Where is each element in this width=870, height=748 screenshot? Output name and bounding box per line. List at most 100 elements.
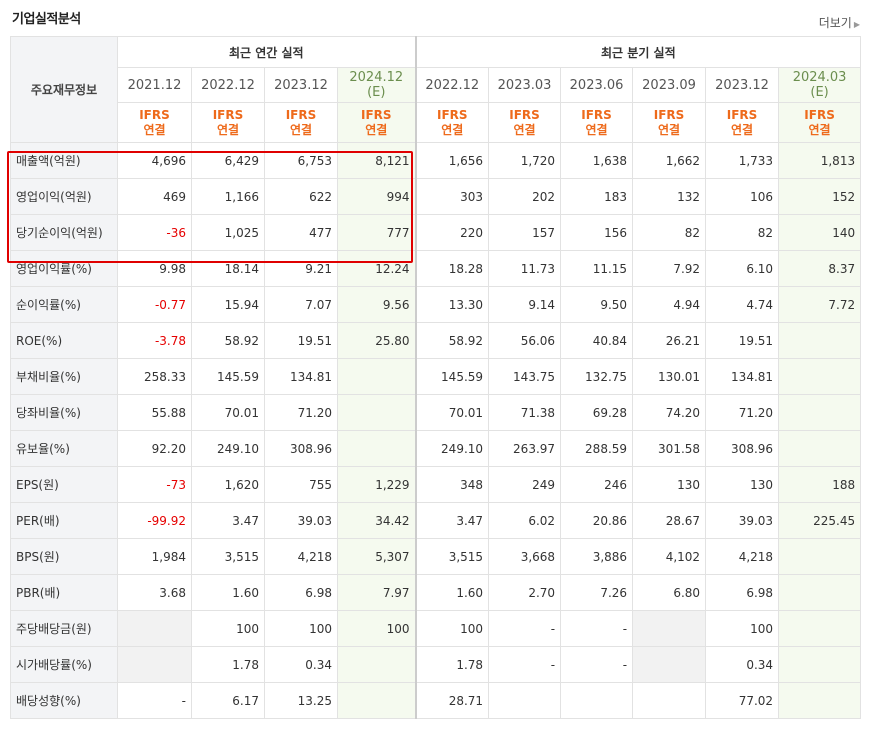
row-label: 당좌비율(%) — [10, 394, 118, 431]
table-cell: 15.94 — [191, 286, 265, 323]
table-cell: 28.71 — [414, 682, 490, 719]
consolidated-label: 연결 — [513, 122, 536, 137]
table-cell: 1,638 — [560, 142, 634, 179]
consolidated-label: 연결 — [658, 122, 681, 137]
chevron-right-icon: ▶ — [853, 20, 860, 29]
table-cell: -73 — [117, 466, 192, 503]
table-cell: 9.98 — [117, 250, 192, 287]
consolidated-label: 연결 — [289, 122, 313, 137]
row-label: 순이익률(%) — [10, 286, 118, 323]
table-cell: 6,753 — [264, 142, 338, 179]
row-label: BPS(원) — [10, 538, 118, 575]
ifrs-header: IFRS 연결 — [488, 102, 562, 143]
row-label: 매출액(억원) — [10, 142, 118, 179]
table-cell: -99.92 — [117, 502, 192, 539]
table-cell: 258.33 — [117, 358, 192, 395]
table-cell: 1,166 — [191, 178, 265, 215]
table-cell: 1,720 — [488, 142, 562, 179]
table-cell: 106 — [705, 178, 780, 215]
table-cell: 100 — [414, 610, 490, 647]
table-cell: 157 — [488, 214, 562, 251]
period-label: 2023.09 — [642, 77, 696, 93]
table-cell: 71.20 — [705, 394, 780, 431]
table-row: 부채비율(%) 258.33 145.59 134.81 145.59 143.75 132… — [10, 358, 862, 395]
table-cell — [117, 646, 192, 683]
row-label: 영업이익(억원) — [10, 178, 118, 215]
table-cell: 6.80 — [632, 574, 707, 611]
table-cell — [778, 358, 862, 395]
ifrs-label: IFRS — [804, 107, 835, 122]
table-cell: - — [117, 682, 192, 719]
table-cell: 308.96 — [264, 430, 338, 467]
table-cell: 0.34 — [705, 646, 780, 683]
period-label: 2024.03 — [792, 70, 847, 85]
table-row: 순이익률(%) -0.77 15.94 7.07 9.56 13.30 9.14 9.50 4.… — [10, 286, 862, 323]
table-cell: 308.96 — [705, 430, 780, 467]
group-header-quarterly: 최근 분기 실적 — [414, 36, 862, 68]
ifrs-header: IFRS 연결 — [191, 102, 265, 143]
row-label: EPS(원) — [10, 466, 118, 503]
period-label: 2023.12 — [715, 77, 769, 93]
table-cell: 56.06 — [488, 322, 562, 359]
table-cell: 130 — [632, 466, 707, 503]
section-title: 기업실적분석 — [12, 12, 81, 27]
table-cell: 1,662 — [632, 142, 707, 179]
table-row: BPS(원) 1,984 3,515 4,218 5,307 3,515 3,668 3,88… — [10, 538, 862, 575]
table-cell: 3.47 — [414, 502, 490, 539]
consolidated-label: 연결 — [365, 122, 388, 137]
table-cell: 134.81 — [264, 358, 338, 395]
table-body: 매출액(억원) 4,696 6,429 6,753 8,121 1,656 1,720 1,6… — [10, 142, 862, 719]
estimate-marker: (E) — [367, 85, 386, 100]
table-cell: 4.94 — [632, 286, 707, 323]
table-row: ROE(%) -3.78 58.92 19.51 25.80 58.92 56.06 40.8… — [10, 322, 862, 359]
table-cell: 1,656 — [414, 142, 490, 179]
table-cell: 7.72 — [778, 286, 862, 323]
table-cell — [778, 682, 862, 719]
table-cell: 3.47 — [191, 502, 265, 539]
ifrs-label: IFRS — [437, 107, 468, 122]
period-header: 2023.03 — [488, 67, 562, 103]
ifrs-label: IFRS — [361, 107, 392, 122]
table-cell: 145.59 — [414, 358, 490, 395]
table-cell: 1.60 — [414, 574, 490, 611]
table-row: 시가배당률(%) 1.78 0.34 1.78- -0.34 — [10, 646, 862, 683]
table-cell: 77.02 — [705, 682, 780, 719]
table-cell: 188 — [778, 466, 862, 503]
table-row: EPS(원) -73 1,620 755 1,229 348 249 246 130 130 188 — [10, 466, 862, 503]
ifrs-header: IFRS 연결 — [414, 102, 490, 143]
table-cell — [632, 646, 707, 683]
table-cell: 622 — [264, 178, 338, 215]
table-cell: 3,515 — [414, 538, 490, 575]
table-cell: 8.37 — [778, 250, 862, 287]
row-label: 당기순이익(억원) — [10, 214, 118, 251]
table-cell: 34.42 — [336, 502, 417, 539]
consolidated-label: 연결 — [441, 122, 464, 137]
table-cell: 18.28 — [414, 250, 490, 287]
table-cell: 55.88 — [117, 394, 192, 431]
more-link[interactable]: 더보기 ▶ — [819, 14, 860, 31]
table-cell: 1,984 — [117, 538, 192, 575]
table-cell: 9.21 — [264, 250, 338, 287]
table-cell — [632, 610, 707, 647]
table-cell: 5,307 — [336, 538, 417, 575]
table-cell: 2.70 — [488, 574, 562, 611]
table-cell: 777 — [336, 214, 417, 251]
table-cell: 1,229 — [336, 466, 417, 503]
table-cell: -3.78 — [117, 322, 192, 359]
table-cell: 82 — [632, 214, 707, 251]
table-cell: 6,429 — [191, 142, 265, 179]
period-label: 2022.12 — [425, 77, 480, 93]
table-cell: 7.26 — [560, 574, 634, 611]
table-cell: 202 — [488, 178, 562, 215]
table-cell: 477 — [264, 214, 338, 251]
row-label: PBR(배) — [10, 574, 118, 611]
group-header-annual: 최근 연간 실적 — [116, 36, 417, 68]
ifrs-header-row: IFRS 연결 IFRS 연결 IFRS 연결 IFRS 연결 IFRS 연결 IFRS 연결 IFRS… — [11, 102, 862, 143]
table-cell: 1.78 — [414, 646, 490, 683]
table-cell: 69.28 — [560, 394, 634, 431]
table-cell: 4,218 — [264, 538, 338, 575]
ifrs-header: IFRS 연결 — [560, 102, 634, 143]
table-cell: 145.59 — [191, 358, 265, 395]
ifrs-header: IFRS 연결 — [117, 102, 192, 143]
table-cell: 19.51 — [705, 322, 780, 359]
